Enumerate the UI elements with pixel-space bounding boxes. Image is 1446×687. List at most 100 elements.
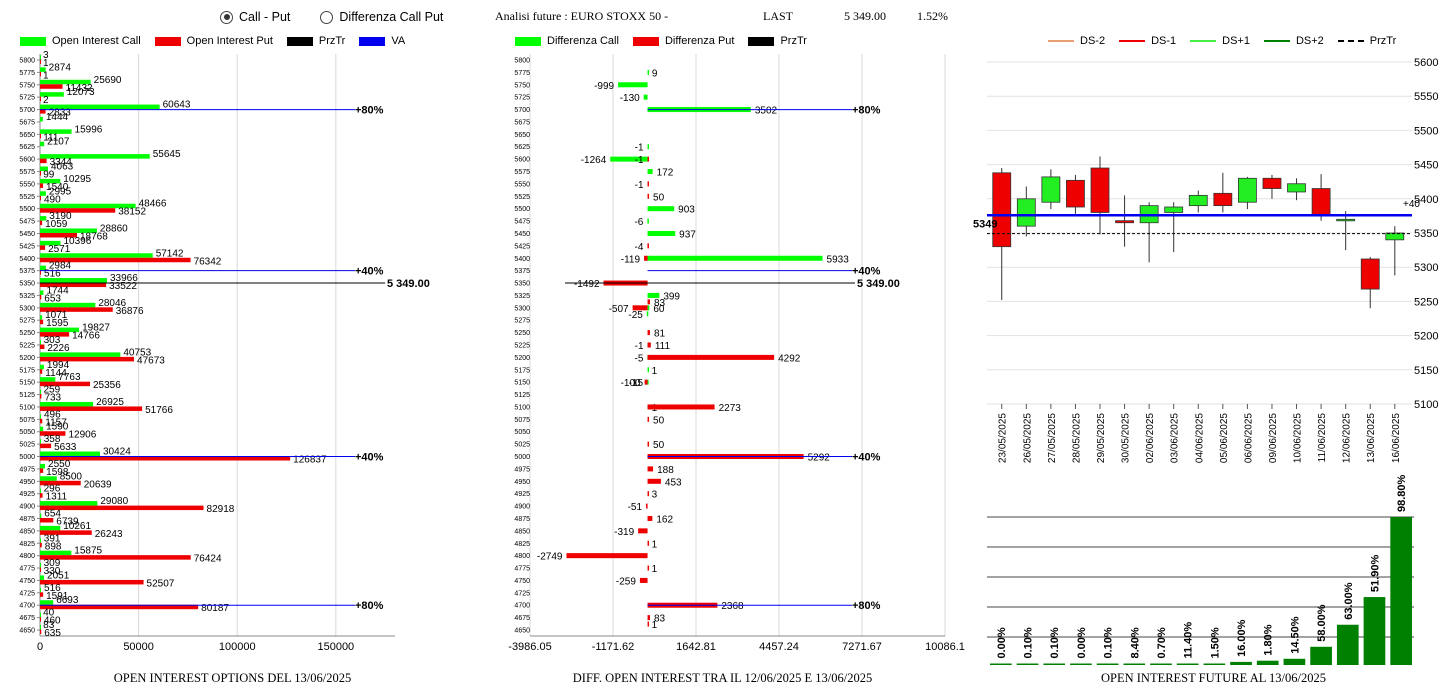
date-tick-label: 12/06/2025 <box>1342 413 1353 463</box>
call-value-label: 29080 <box>100 496 128 507</box>
future-oi-bar <box>1043 663 1066 665</box>
put-value-label: 2 <box>43 95 49 106</box>
candle-body <box>1238 177 1257 203</box>
legend-item-ds+1: DS+1 <box>1190 35 1250 47</box>
future-oi-label: 8.40% <box>1129 627 1141 658</box>
strike-tick-label: 5475 <box>514 219 530 226</box>
put-bar <box>40 171 41 176</box>
future-oi-bar <box>1336 624 1359 665</box>
date-tick-label: 16/06/2025 <box>1391 413 1402 463</box>
radio-call-put[interactable]: Call - Put <box>220 10 290 24</box>
prztr-label: 5349 <box>973 219 997 231</box>
date-tick-label: 30/05/2025 <box>1121 413 1132 463</box>
va-level-label: +80% <box>355 600 384 612</box>
strike-tick-label: 4725 <box>19 590 35 597</box>
legend-label: DS-1 <box>1151 35 1177 47</box>
legend-item-prztr-dash: PrzTr <box>1337 35 1396 47</box>
call-value-label: 296 <box>44 484 61 495</box>
diff-put-bar <box>647 181 650 187</box>
future-oi-bar <box>990 663 1012 665</box>
date-tick-label: 23/05/2025 <box>998 413 1009 463</box>
candle-body <box>1262 177 1282 189</box>
strike-tick-label: 5050 <box>514 429 530 436</box>
diff-put-bar <box>639 577 648 583</box>
diff-value-label: -51 <box>628 502 643 513</box>
strike-tick-label: 5675 <box>19 119 35 126</box>
strike-tick-label: 5550 <box>514 181 530 188</box>
call-value-label: 2107 <box>47 137 70 148</box>
put-value-label: 3344 <box>50 157 73 168</box>
diff-value-label: -25 <box>628 310 643 321</box>
put-value-label: 898 <box>45 541 62 552</box>
legend-item-va: VA <box>359 35 405 47</box>
strike-tick-label: 4775 <box>514 566 530 573</box>
call-bar <box>40 575 45 580</box>
call-value-label: 2995 <box>49 186 72 197</box>
date-tick-label: 09/06/2025 <box>1268 413 1279 463</box>
strike-tick-label: 5375 <box>514 268 530 275</box>
diff-value-label: 60 <box>653 304 665 315</box>
call-value-label: 2550 <box>48 459 71 470</box>
strike-tick-label: 4725 <box>514 590 530 597</box>
call-value-label: 1071 <box>45 310 68 321</box>
y-tick-label: 5550 <box>1414 91 1438 103</box>
date-tick-label: 10/06/2025 <box>1293 413 1304 463</box>
y-tick-label: 5200 <box>1414 331 1438 343</box>
put-bar <box>40 109 46 114</box>
put-bar <box>40 394 42 399</box>
call-bar <box>40 612 41 618</box>
diff-value-label: 4292 <box>778 353 801 364</box>
future-oi-bar <box>1283 658 1306 665</box>
strike-tick-label: 5175 <box>514 367 530 374</box>
diff-value-label: 50 <box>653 192 665 203</box>
put-bar <box>40 356 135 362</box>
call-value-label: 654 <box>44 508 61 519</box>
strike-tick-label: 5225 <box>514 343 530 350</box>
diff-value-label: 172 <box>657 168 674 179</box>
call-bar <box>40 439 41 444</box>
x-tick-label: 1642.81 <box>676 641 716 653</box>
call-value-label: 2051 <box>47 570 70 581</box>
date-tick-label: 05/06/2025 <box>1219 413 1230 463</box>
y-tick-label: 5400 <box>1414 194 1438 206</box>
call-bar <box>40 501 98 506</box>
future-oi-bar <box>1256 660 1279 665</box>
strike-tick-label: 4825 <box>19 541 35 548</box>
strike-tick-label: 5625 <box>514 144 530 151</box>
strike-tick-label: 5150 <box>514 380 530 387</box>
diff-value-label: 50 <box>653 415 665 426</box>
future-oi-bar <box>1123 663 1146 665</box>
strike-tick-label: 5550 <box>19 181 35 188</box>
date-tick-label: 02/06/2025 <box>1145 413 1156 463</box>
diff-put-bar <box>647 354 775 360</box>
put-bar <box>40 592 44 597</box>
future-oi-bar <box>1150 663 1172 665</box>
put-bar <box>40 270 42 275</box>
put-bar <box>40 567 41 573</box>
diff-put-bar <box>647 441 650 447</box>
legend-item-ds-1: DS-1 <box>1119 35 1176 47</box>
strike-tick-label: 5450 <box>19 231 35 238</box>
candle-body <box>1385 232 1405 241</box>
put-bar <box>40 158 47 164</box>
call-bar <box>40 525 61 531</box>
call-bar <box>40 625 41 630</box>
diff-call-bar <box>643 94 648 100</box>
put-value-label: 47673 <box>137 355 165 366</box>
diff-value-label: 3 <box>652 490 658 501</box>
candle-body <box>1213 192 1233 207</box>
put-bar <box>40 369 43 374</box>
call-bar <box>40 587 42 593</box>
put-bar <box>40 617 41 622</box>
call-bar <box>40 302 96 308</box>
diff-value-label: -999 <box>594 81 614 92</box>
call-value-label: 60643 <box>163 100 191 111</box>
call-value-label: 48466 <box>139 199 167 210</box>
radio-diff-call-put[interactable]: Differenza Call Put <box>320 10 443 24</box>
put-value-label: 18768 <box>80 231 108 242</box>
put-bar <box>40 344 45 349</box>
legend-item-ds-2: DS-2 <box>1048 35 1105 47</box>
strike-tick-label: 5425 <box>19 243 35 250</box>
call-value-label: 1994 <box>47 360 70 371</box>
put-value-label: 76342 <box>194 256 222 267</box>
